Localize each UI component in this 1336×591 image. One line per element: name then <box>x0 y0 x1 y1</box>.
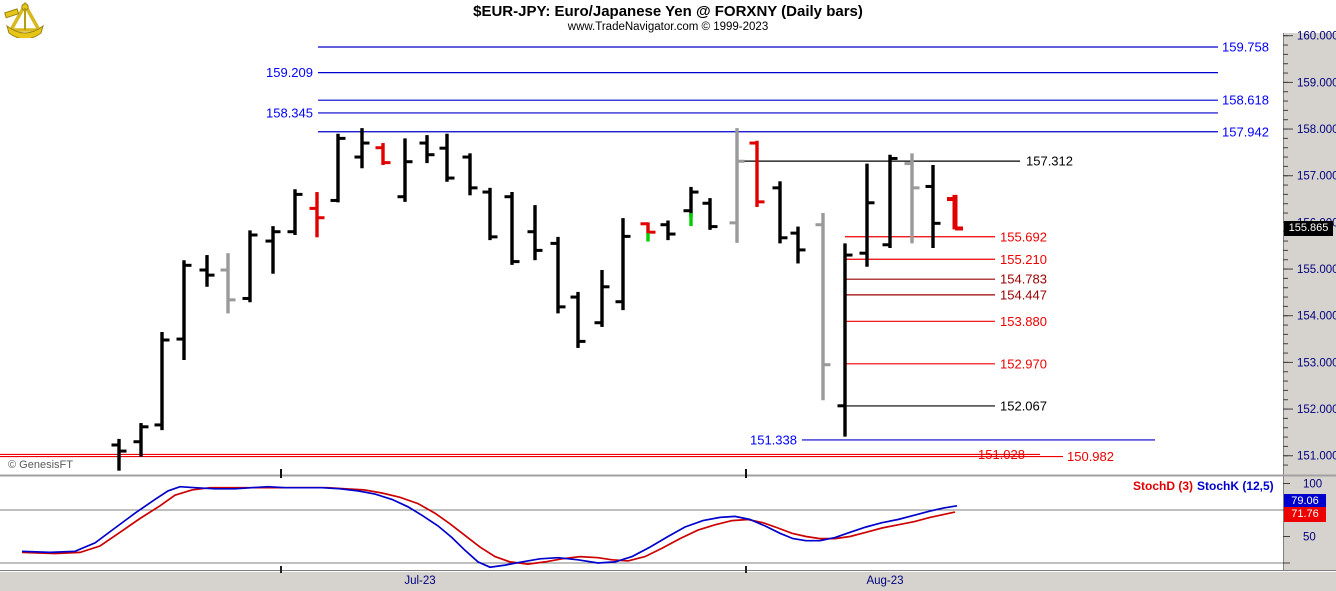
stochk-value-badge: 79.06 <box>1284 494 1326 508</box>
level-label: 157.312 <box>1026 154 1073 169</box>
genesisft-copyright: © GenesisFT <box>8 459 73 471</box>
level-label: 152.067 <box>1000 398 1047 413</box>
genesis-sextant-logo <box>4 2 44 38</box>
price-axis-label: 158.000 <box>1297 124 1336 136</box>
stochd-value-badge: 71.76 <box>1284 507 1326 522</box>
level-label: 152.970 <box>1000 356 1047 371</box>
level-label: 154.447 <box>1000 287 1047 302</box>
level-label: 155.692 <box>1000 229 1047 244</box>
last-price-badge: 155.865 <box>1284 221 1333 236</box>
level-label: 150.982 <box>1067 449 1114 464</box>
level-label: 155.210 <box>1000 252 1047 267</box>
level-label: 159.758 <box>1222 40 1269 55</box>
chart-title: $EUR-JPY: Euro/Japanese Yen @ FORXNY (Da… <box>473 3 863 20</box>
stochk-line <box>21 485 958 569</box>
level-label: 154.783 <box>1000 272 1047 287</box>
level-label: 151.028 <box>978 447 1025 462</box>
level-label: 153.880 <box>1000 314 1047 329</box>
chart-subtitle: www.TradeNavigator.com © 1999-2023 <box>567 21 769 33</box>
stochd-legend-label: StochD (3) <box>1133 479 1193 493</box>
time-axis-strip <box>0 572 1336 591</box>
time-axis-month-label: Aug-23 <box>866 575 903 587</box>
stoch-axis-label: 50 <box>1303 532 1316 544</box>
price-axis-label: 155.000 <box>1297 264 1336 276</box>
price-axis-label: 154.000 <box>1297 311 1336 323</box>
stoch-axis-label: 100 <box>1303 479 1322 491</box>
level-label: 158.618 <box>1222 93 1269 108</box>
level-label: 151.338 <box>750 432 797 447</box>
price-axis-label: 160.000 <box>1297 31 1336 43</box>
price-axis-label: 157.000 <box>1297 171 1336 183</box>
price-axis-label: 152.000 <box>1297 404 1336 416</box>
price-axis-label: 159.000 <box>1297 77 1336 89</box>
price-axis-strip <box>1284 33 1336 570</box>
time-axis-month-label: Jul-23 <box>404 575 435 587</box>
level-label: 158.345 <box>266 105 313 120</box>
level-label: 159.209 <box>266 65 313 80</box>
stochk-legend-label: StochK (12,5) <box>1197 479 1274 493</box>
price-axis-label: 151.000 <box>1297 451 1336 463</box>
price-axis-label: 153.000 <box>1297 357 1336 369</box>
level-label: 157.942 <box>1222 124 1269 139</box>
